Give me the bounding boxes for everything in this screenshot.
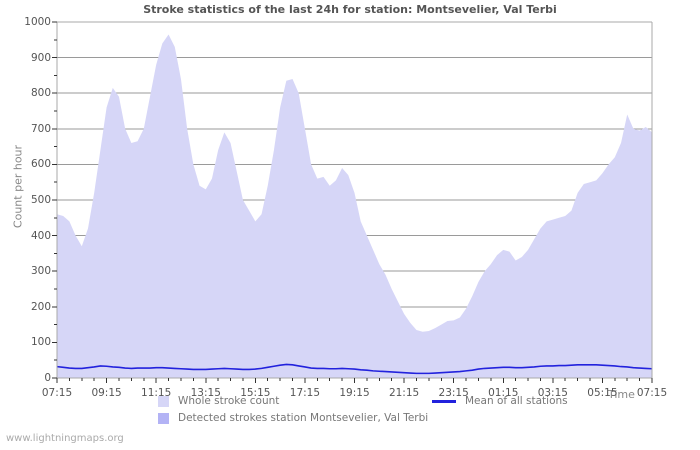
x-axis-tick-label-text: 17:15 bbox=[289, 387, 321, 399]
x-axis-tick-label-text: 19:15 bbox=[339, 387, 370, 399]
y-axis-tick-label: 500 bbox=[0, 194, 51, 206]
x-axis-tick-label: 01:15 bbox=[473, 381, 533, 400]
x-axis-tick-label-text: 13:15 bbox=[190, 387, 221, 399]
x-axis-tick-label-text: 09:15 bbox=[91, 387, 122, 399]
y-axis-tick-label-text: 500 bbox=[30, 194, 51, 206]
y-axis-tick-label: 400 bbox=[0, 229, 51, 242]
x-axis-tick-label-text: 05:15 bbox=[587, 387, 618, 399]
y-axis-tick-label: 700 bbox=[0, 122, 51, 135]
series-area-whole-stroke-count bbox=[57, 34, 652, 379]
x-axis-tick-label: 05:15 bbox=[572, 381, 632, 400]
legend-color-swatch bbox=[158, 395, 169, 407]
x-axis-tick-label: 15:15 bbox=[225, 381, 285, 400]
x-axis-tick-label-text: 15:15 bbox=[240, 387, 271, 399]
legend-item[interactable]: Mean of all stations bbox=[432, 394, 568, 408]
page-title: Stroke statistics of the last 24h for st… bbox=[143, 3, 557, 16]
y-axis-tick-label-text: 900 bbox=[30, 51, 51, 64]
y-axis-tick-label: 200 bbox=[0, 300, 51, 313]
x-axis-tick-label: 21:15 bbox=[374, 381, 434, 400]
footer-url: www.lightningmaps.org bbox=[6, 433, 124, 444]
y-axis-tick-label: 0 bbox=[0, 372, 51, 384]
y-axis-tick-label-text: 100 bbox=[30, 336, 51, 349]
legend-line-marker bbox=[432, 399, 456, 403]
x-axis-tick-label-text: 23:15 bbox=[438, 387, 469, 399]
x-axis-title: Time bbox=[608, 388, 635, 401]
y-axis-tick-label-text: 700 bbox=[30, 122, 51, 135]
y-axis-tick-label: 600 bbox=[0, 158, 51, 171]
legend-item-label: Whole stroke count bbox=[178, 395, 280, 407]
legend-item-label: Detected strokes station Montsevelier, V… bbox=[178, 412, 429, 424]
y-axis-tick-label: 100 bbox=[0, 336, 51, 349]
y-axis-tick-label-text: 0 bbox=[44, 372, 51, 384]
series-line-mean-of-all-stations bbox=[56, 363, 653, 375]
x-axis-tick-label: 17:15 bbox=[275, 381, 335, 400]
legend-item[interactable]: Whole stroke count bbox=[158, 394, 279, 408]
x-axis-tick-label: 19:15 bbox=[325, 381, 385, 400]
legend-item-label: Mean of all stations bbox=[465, 395, 568, 407]
y-axis-tick-label: 1000 bbox=[0, 16, 51, 28]
y-axis-tick-label-text: 200 bbox=[30, 300, 51, 313]
x-axis-tick-label: 23:15 bbox=[424, 381, 484, 400]
y-axis-tick-label-text: 400 bbox=[30, 229, 51, 242]
x-axis-tick-label-text: 03:15 bbox=[537, 387, 568, 399]
y-axis-tick-label: 300 bbox=[0, 265, 51, 278]
x-axis-tick-label: 07:15 bbox=[622, 381, 682, 400]
y-axis-tick-label-text: 800 bbox=[30, 87, 51, 100]
y-axis-tick-label-text: 300 bbox=[30, 265, 51, 278]
y-axis-tick-label: 900 bbox=[0, 51, 51, 64]
x-axis-tick-label-text: 07:15 bbox=[41, 387, 73, 399]
y-axis-title: Count per hour bbox=[11, 144, 25, 229]
x-axis-tick-label: 13:15 bbox=[176, 381, 236, 400]
x-axis-tick-label-text: 21:15 bbox=[388, 387, 420, 399]
chart-legend: Whole stroke count Mean of all stations De… bbox=[0, 394, 700, 428]
y-axis-tick-label-text: 600 bbox=[30, 158, 51, 171]
legend-item[interactable]: Detected strokes station Montsevelier, V… bbox=[158, 411, 428, 425]
x-axis-tick-label-text: 07:15 bbox=[636, 387, 668, 399]
x-axis-tick-label-text: 01:15 bbox=[488, 387, 519, 399]
x-axis-tick-label: 03:15 bbox=[523, 381, 583, 400]
x-axis-tick-label: 09:15 bbox=[77, 381, 137, 400]
y-axis-tick-label: 800 bbox=[0, 87, 51, 100]
x-axis-tick-label: 07:15 bbox=[27, 381, 87, 400]
legend-color-swatch bbox=[158, 412, 169, 424]
y-axis-tick-label-text: 1000 bbox=[24, 16, 51, 28]
